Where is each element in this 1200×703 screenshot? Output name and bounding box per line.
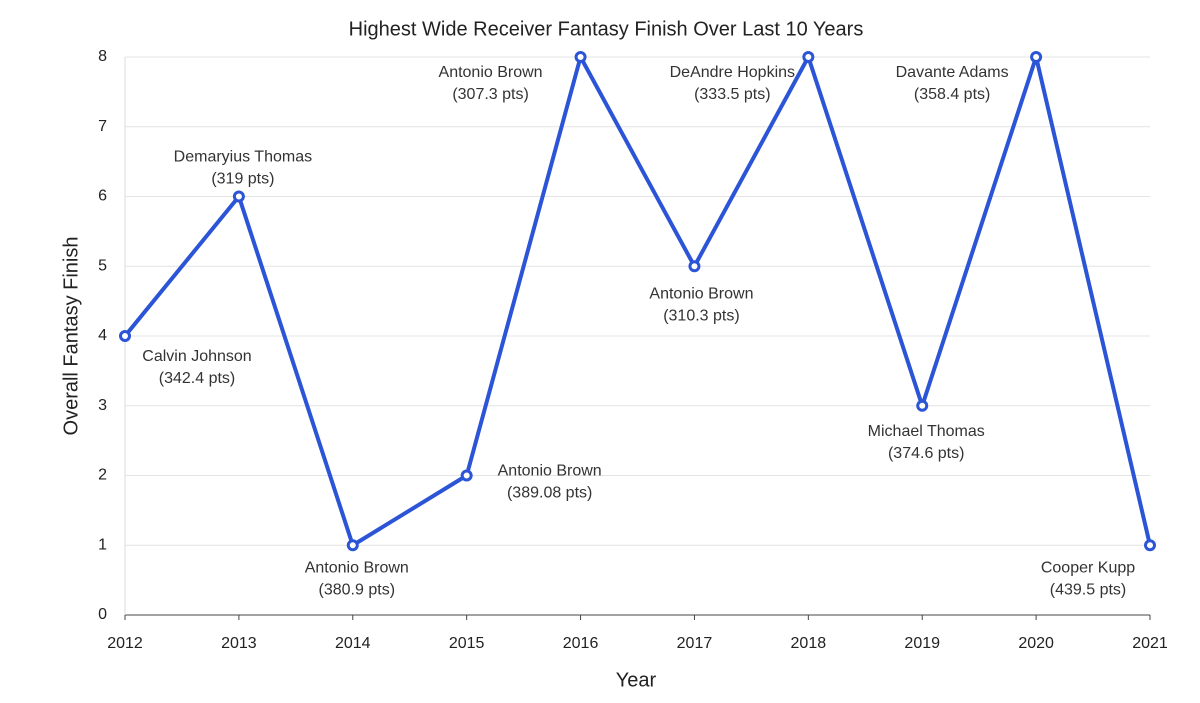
y-tick-label: 3 — [98, 397, 107, 414]
annotation: Calvin Johnson — [142, 348, 251, 365]
annotation: (380.9 pts) — [319, 581, 395, 598]
y-tick-label: 8 — [98, 48, 107, 65]
y-axis-label: Overall Fantasy Finish — [60, 237, 82, 436]
y-tick-label: 7 — [98, 118, 107, 135]
y-tick-label: 5 — [98, 257, 107, 274]
point — [232, 190, 245, 203]
annotation: (439.5 pts) — [1050, 581, 1126, 598]
annotation: Antonio Brown — [498, 463, 602, 480]
annotation: (358.4 pts) — [914, 86, 990, 103]
annotation: Antonio Brown — [439, 64, 543, 81]
annotation: (310.3 pts) — [663, 307, 739, 324]
line — [123, 55, 1152, 548]
y-tick-label: 2 — [98, 467, 107, 484]
annotation: (374.6 pts) — [888, 445, 964, 462]
point — [119, 330, 131, 342]
annotation: Demaryius Thomas — [174, 149, 312, 166]
point — [1144, 539, 1156, 552]
annotation: (389.08 pts) — [507, 485, 592, 502]
point — [574, 51, 587, 63]
x-tick-label: 2019 — [904, 635, 940, 652]
x-tick-label: 2012 — [107, 635, 143, 652]
point — [916, 399, 929, 412]
x-tick-label: 2014 — [335, 635, 371, 652]
point — [802, 51, 815, 63]
x-tick-label: 2017 — [677, 635, 713, 652]
x-tick-label: 2018 — [791, 635, 827, 652]
annotation: DeAndre Hopkins — [670, 64, 795, 81]
y-tick-label: 0 — [98, 606, 107, 623]
point — [1030, 51, 1043, 63]
x-tick-label: 2021 — [1132, 635, 1168, 652]
x-tick-label: 2015 — [449, 635, 485, 652]
y-tick-label: 4 — [98, 327, 107, 344]
annotation: Davante Adams — [896, 64, 1009, 81]
x-axis-label: Year — [616, 669, 657, 691]
annotation: (319 pts) — [211, 171, 274, 188]
y-tick-label: 1 — [98, 536, 107, 553]
chart-title: Highest Wide Receiver Fantasy Finish Ove… — [349, 18, 864, 40]
x-tick-label: 2013 — [221, 635, 257, 652]
annotation: (342.4 pts) — [159, 370, 235, 387]
point — [460, 469, 473, 482]
y-tick-label: 6 — [98, 188, 107, 205]
x-tick-label: 2020 — [1018, 635, 1054, 652]
point — [346, 539, 359, 552]
annotation: Michael Thomas — [868, 423, 985, 440]
annotation: Antonio Brown — [649, 285, 753, 302]
annotation: Antonio Brown — [305, 559, 409, 576]
point — [688, 260, 701, 273]
annotation: Cooper Kupp — [1041, 559, 1135, 576]
x-tick-label: 2016 — [563, 635, 599, 652]
annotation: (307.3 pts) — [452, 86, 528, 103]
annotation: (333.5 pts) — [694, 86, 770, 103]
